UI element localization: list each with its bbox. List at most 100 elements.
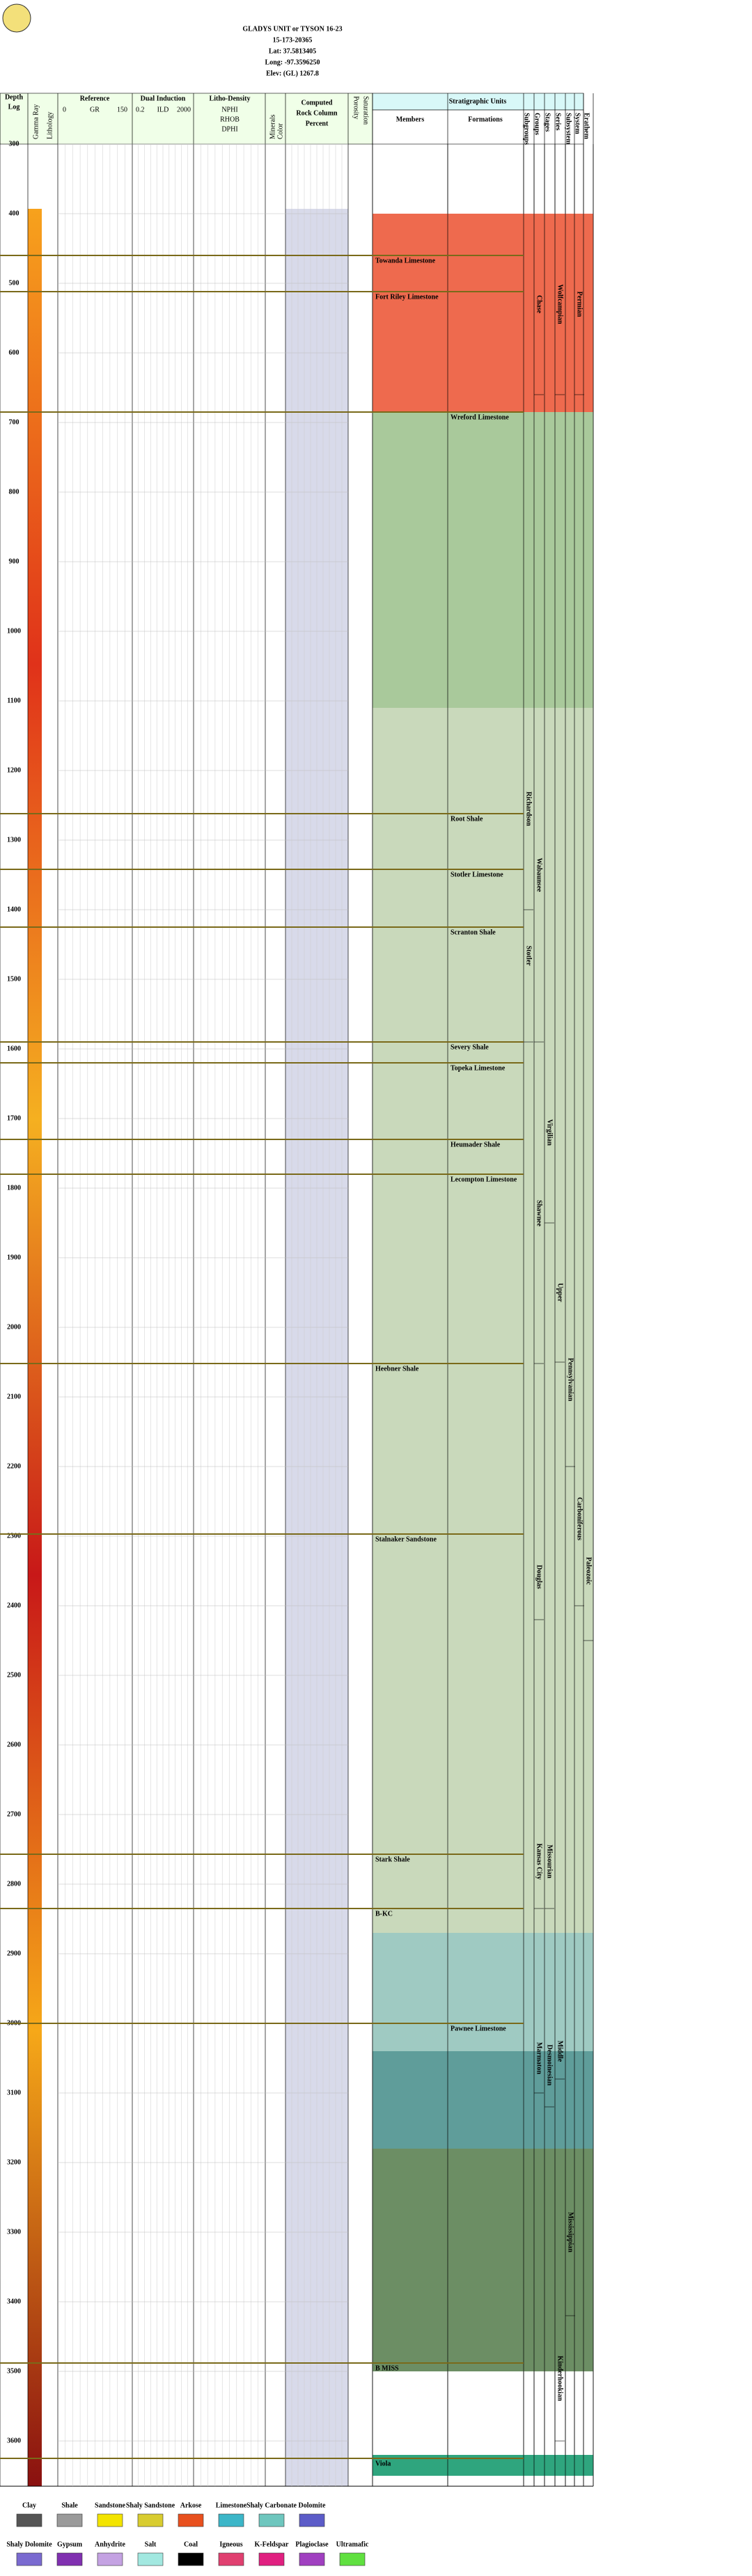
legend-swatch — [299, 2513, 325, 2527]
depth-label: 2300 — [7, 1532, 21, 1540]
depth-label: 600 — [9, 349, 19, 356]
title-line: 15-173-20365 — [273, 36, 313, 44]
header-log: Log — [8, 103, 20, 111]
unit-label: Paleozoic — [585, 1557, 593, 1586]
header-formations: Formations — [468, 116, 503, 123]
top-label: Fort Riley Limestone — [375, 293, 439, 301]
top-label: Towanda Limestone — [375, 257, 436, 264]
legend-label: Coal — [184, 2541, 198, 2548]
unit-label: Kansas City — [535, 1844, 543, 1880]
rock-column-header: Percent — [306, 120, 329, 127]
dual-induction-scale: ILD — [157, 106, 169, 113]
header-lithology: Lithology — [46, 112, 54, 139]
depth-label: 1400 — [7, 906, 21, 913]
unit-label: Middle — [556, 2041, 564, 2062]
legend-label: Arkose — [180, 2502, 202, 2509]
strat-zone — [373, 2051, 593, 2149]
unit-label: Mississippian — [567, 2212, 574, 2252]
rock-column-header: Rock Column — [296, 109, 338, 117]
logo — [2, 3, 31, 33]
legend-swatch — [218, 2513, 244, 2527]
legend-swatch — [218, 2552, 244, 2566]
unit-label: Marmaton — [535, 2042, 543, 2075]
legend-swatch — [258, 2513, 285, 2527]
depth-label: 3200 — [7, 2158, 21, 2166]
unit-label: Shawnee — [535, 1200, 543, 1226]
depth-label: 400 — [9, 210, 19, 217]
reference-scale: GR — [90, 106, 100, 113]
legend-label: Clay — [22, 2502, 36, 2509]
depth-label: 800 — [9, 488, 19, 496]
unit-column-header: Stages — [544, 113, 551, 132]
legend-label: Ultramafic — [336, 2541, 369, 2548]
header-reference: Reference — [80, 95, 110, 102]
depth-label: 3600 — [7, 2437, 21, 2444]
header-saturation: Saturation — [362, 96, 370, 125]
depth-label: 3300 — [7, 2228, 21, 2236]
litho-density-curve: NPHI — [221, 106, 237, 113]
unit-label: Upper — [556, 1283, 564, 1302]
legend-label: Dolomite — [299, 2502, 326, 2509]
depth-label: 1600 — [7, 1045, 21, 1052]
unit-column-header: Series — [554, 113, 562, 131]
strat-zone — [373, 1933, 593, 2051]
legend-swatch — [178, 2552, 204, 2566]
legend-label: Limestone — [216, 2502, 247, 2509]
legend-swatch — [97, 2552, 123, 2566]
legend-label: Shaly Dolomite — [6, 2541, 52, 2548]
depth-label: 2200 — [7, 1462, 21, 1470]
unit-label: Virgilian — [546, 1119, 554, 1146]
legend-label: Shale — [61, 2502, 78, 2509]
unit-column-header: Subsystem — [565, 113, 572, 145]
legend-swatch — [339, 2552, 366, 2566]
depth-label: 1300 — [7, 836, 21, 844]
top-label: B MISS — [375, 2364, 399, 2372]
depth-label: 3400 — [7, 2298, 21, 2305]
legend-label: Plagioclase — [295, 2541, 329, 2548]
title-line: GLADYS UNIT or TYSON 16-23 — [242, 25, 342, 33]
unit-label: Richardson — [525, 791, 533, 826]
top-label: Heebner Shale — [375, 1365, 419, 1373]
gamma-color-band — [28, 209, 42, 2486]
depth-label: 1100 — [7, 697, 20, 704]
depth-label: 700 — [9, 418, 19, 426]
legend-swatch — [258, 2552, 285, 2566]
unit-label: Desmoinesian — [546, 2045, 554, 2086]
top-label: Viola — [375, 2460, 391, 2467]
depth-label: 1500 — [7, 975, 21, 983]
depth-label: 1000 — [7, 627, 21, 635]
legend-label: Shaly Sandstone — [126, 2502, 175, 2509]
legend-label: Anhydrite — [95, 2541, 125, 2548]
unit-column-header: Groups — [533, 113, 541, 135]
legend-swatch — [56, 2552, 83, 2566]
unit-label: Chase — [535, 295, 543, 314]
litho-density-curve: DPHI — [221, 125, 237, 133]
unit-column-header: Subgroups — [523, 113, 531, 145]
legend-label: Sandstone — [95, 2502, 125, 2509]
title-line: Elev: (GL) 1267.8 — [266, 70, 319, 77]
unit-label: Pennsylvanian — [567, 1358, 574, 1402]
top-label: Pawnee Limestone — [451, 2025, 506, 2032]
legend-swatch — [178, 2513, 204, 2527]
top-label: Lecompton Limestone — [451, 1176, 517, 1183]
strat-zone — [373, 412, 593, 708]
top-label: Stalnaker Sandstone — [375, 1535, 437, 1543]
legend-swatch — [137, 2513, 164, 2527]
header-porosity: Porosity — [352, 96, 360, 119]
strat-zone — [373, 2149, 593, 2371]
depth-label: 1200 — [7, 766, 21, 774]
header-gamma: Gamma Ray — [32, 104, 40, 139]
unit-label: Douglas — [535, 1565, 543, 1589]
header-members: Members — [396, 116, 425, 123]
legend-swatch — [97, 2513, 123, 2527]
unit-column-header: Erathem — [583, 113, 590, 139]
depth-label: 2000 — [7, 1323, 21, 1331]
header-dual-induction: Dual Induction — [141, 95, 186, 102]
top-label: Scranton Shale — [451, 929, 496, 936]
dual-induction-scale: 2000 — [177, 106, 191, 113]
track-header-bg — [0, 93, 373, 145]
legend-label: K-Feldspar — [255, 2541, 289, 2548]
strat-subheader-bg — [372, 109, 584, 145]
depth-label: 3500 — [7, 2367, 21, 2375]
